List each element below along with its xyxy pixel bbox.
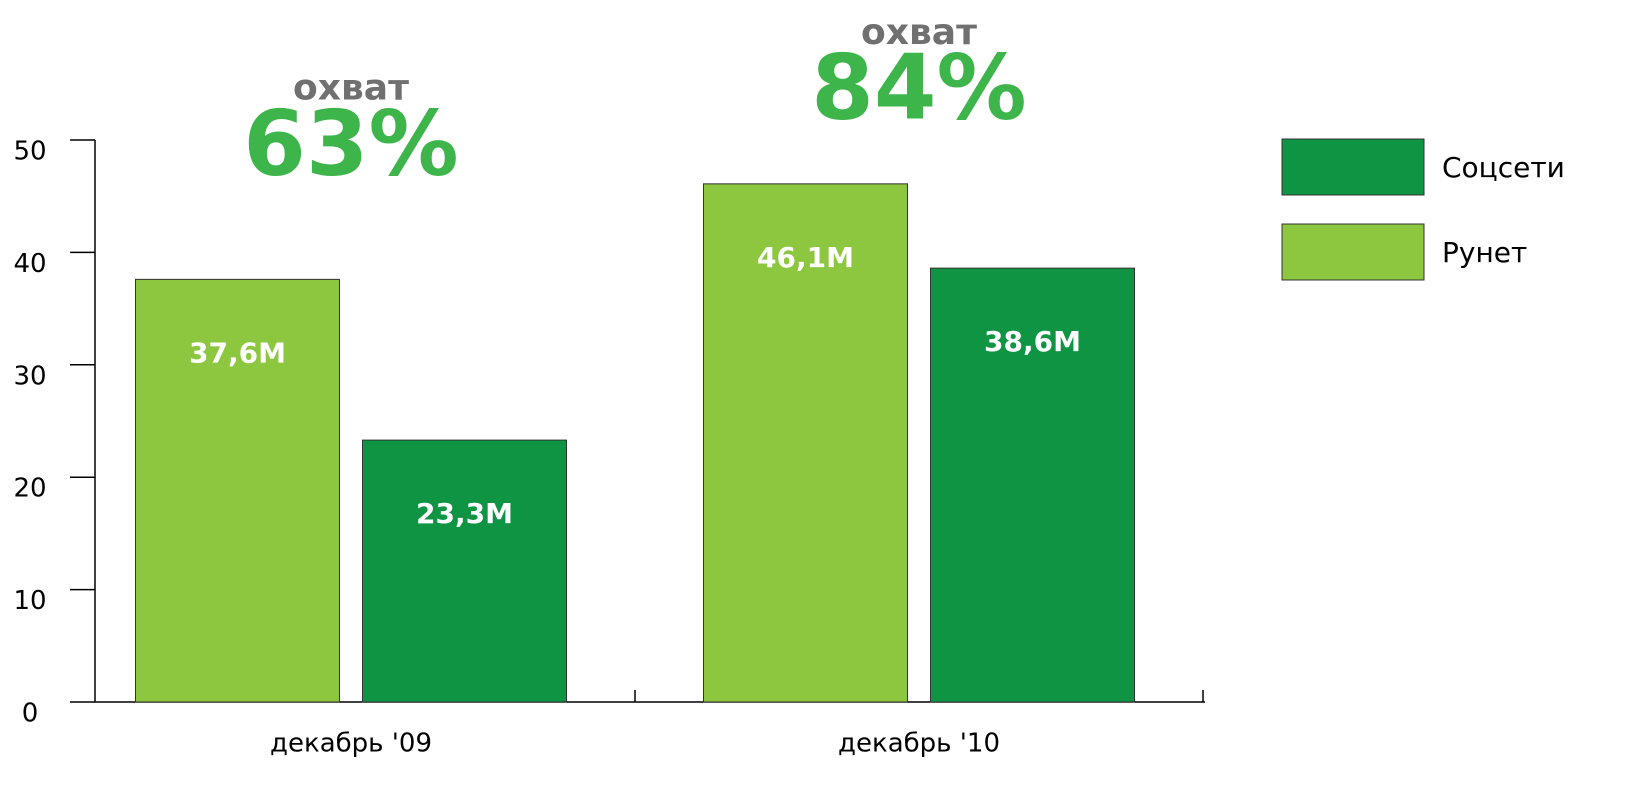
bar (362, 439, 567, 703)
y-tick-label: 0 (22, 699, 39, 729)
bar (930, 267, 1135, 703)
annotation-text: 63% (243, 91, 458, 196)
legend-swatch (1281, 223, 1425, 281)
bar-label: 23,3M (416, 497, 513, 530)
bar (703, 183, 908, 703)
y-tick-label: 50 (13, 137, 46, 167)
x-tick-label: декабрь '10 (838, 729, 1000, 759)
x-tick-label: декабрь '09 (270, 729, 432, 759)
bar-label: 37,6M (189, 336, 286, 369)
y-tick-label: 20 (13, 474, 46, 504)
annotation-title: охват (293, 67, 409, 108)
y-tick-label: 30 (13, 361, 46, 391)
legend-label: Соцсети (1442, 151, 1565, 184)
y-tick-label: 40 (13, 249, 46, 279)
bar-label: 38,6M (984, 325, 1081, 358)
annotation-title: охват (861, 12, 977, 53)
legend-swatch (1281, 138, 1425, 196)
annotation-text: 84% (811, 36, 1026, 141)
bar (135, 278, 340, 703)
bar-label: 46,1M (757, 241, 854, 274)
legend-label: Рунет (1442, 236, 1527, 269)
y-tick-label: 10 (13, 586, 46, 616)
